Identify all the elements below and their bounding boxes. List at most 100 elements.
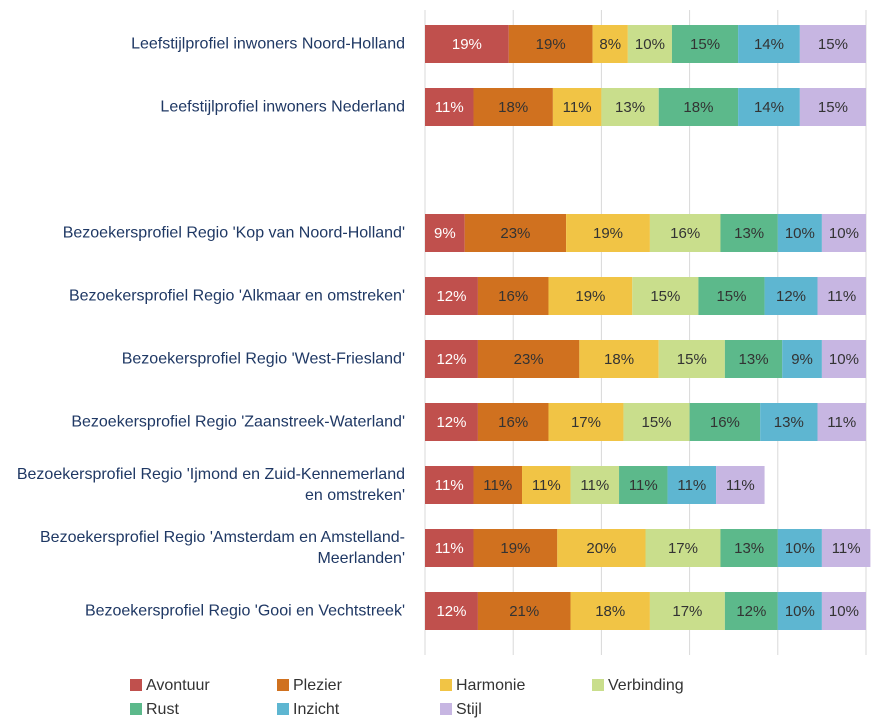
data-label: 17% bbox=[672, 603, 702, 620]
data-label: 11% bbox=[563, 99, 592, 116]
bar-segment bbox=[473, 88, 553, 126]
legend-label: Stijl bbox=[456, 701, 482, 718]
data-label: 17% bbox=[668, 540, 698, 557]
data-label: 9% bbox=[791, 351, 813, 368]
legend-label: Verbinding bbox=[608, 677, 684, 694]
legend-label: Inzicht bbox=[293, 701, 340, 718]
data-label: 18% bbox=[683, 99, 713, 116]
bar-segment bbox=[671, 25, 739, 63]
bar-segment bbox=[425, 277, 478, 315]
category-label: Leefstijlprofiel inwoners Noord-Holland bbox=[131, 35, 405, 53]
data-label: 10% bbox=[785, 540, 815, 557]
bar-segment bbox=[592, 25, 628, 63]
data-label: 11% bbox=[827, 288, 856, 305]
data-label: 13% bbox=[774, 414, 804, 431]
data-label: 19% bbox=[593, 225, 623, 242]
data-label: 11% bbox=[435, 99, 464, 116]
bar-segment bbox=[724, 592, 778, 630]
legend-swatch bbox=[592, 679, 604, 691]
bar-segment bbox=[777, 592, 822, 630]
data-label: 19% bbox=[452, 36, 482, 53]
bar-segment bbox=[473, 466, 523, 504]
data-label: 18% bbox=[498, 99, 528, 116]
data-label: 15% bbox=[818, 99, 848, 116]
data-label: 12% bbox=[436, 351, 466, 368]
legend-label: Harmonie bbox=[456, 677, 525, 694]
data-label: 13% bbox=[734, 540, 764, 557]
legend-swatch bbox=[277, 703, 289, 715]
bar-segment bbox=[548, 277, 633, 315]
bar-segment bbox=[738, 88, 800, 126]
bar-segment bbox=[425, 25, 509, 63]
bar-segment bbox=[570, 466, 620, 504]
bar-segment bbox=[464, 214, 567, 252]
data-label: 11% bbox=[435, 477, 464, 494]
data-label: 12% bbox=[776, 288, 806, 305]
data-label: 19% bbox=[575, 288, 605, 305]
bar-segment bbox=[649, 592, 725, 630]
bar-segment bbox=[645, 529, 721, 567]
data-label: 19% bbox=[536, 36, 566, 53]
bar-segment bbox=[632, 277, 699, 315]
bar-segment bbox=[689, 403, 761, 441]
bar-segment bbox=[552, 88, 602, 126]
data-label: 12% bbox=[436, 288, 466, 305]
bar-segment bbox=[724, 340, 783, 378]
bar-segment bbox=[698, 277, 765, 315]
data-label: 13% bbox=[739, 351, 769, 368]
bar-segment bbox=[764, 277, 818, 315]
bar-segment bbox=[623, 403, 690, 441]
bar-segment bbox=[821, 529, 871, 567]
data-label: 11% bbox=[832, 540, 861, 557]
bar-segment bbox=[760, 403, 818, 441]
data-label: 10% bbox=[785, 225, 815, 242]
bar-segment bbox=[817, 277, 866, 315]
data-label: 15% bbox=[690, 36, 720, 53]
bar-segment bbox=[570, 592, 650, 630]
data-label: 23% bbox=[514, 351, 544, 368]
data-label: 12% bbox=[436, 603, 466, 620]
bar-segment bbox=[799, 25, 866, 63]
bar-segment bbox=[821, 340, 866, 378]
bar-segment bbox=[557, 529, 646, 567]
bar-segment bbox=[601, 88, 659, 126]
bar-segment bbox=[738, 25, 800, 63]
data-label: 11% bbox=[677, 477, 706, 494]
bar-segment bbox=[548, 403, 624, 441]
category-label: Leefstijlprofiel inwoners Nederland bbox=[160, 98, 405, 116]
data-label: 9% bbox=[434, 225, 456, 242]
legend-label: Rust bbox=[146, 701, 179, 718]
category-label: Bezoekersprofiel Regio 'Amsterdam en Ams… bbox=[40, 529, 405, 567]
category-label: Bezoekersprofiel Regio 'Zaanstreek-Water… bbox=[71, 413, 405, 431]
bar-segment bbox=[716, 466, 765, 504]
data-label: 20% bbox=[586, 540, 616, 557]
data-label: 15% bbox=[642, 414, 672, 431]
bar-segment bbox=[425, 466, 474, 504]
bar-segment bbox=[473, 529, 558, 567]
legend-swatch bbox=[130, 703, 142, 715]
bar-segment bbox=[579, 340, 659, 378]
data-label: 16% bbox=[498, 288, 528, 305]
category-label: Bezoekersprofiel Regio 'Alkmaar en omstr… bbox=[68, 287, 405, 305]
data-label: 11% bbox=[629, 477, 658, 494]
bar-segment bbox=[477, 592, 571, 630]
data-label: 18% bbox=[595, 603, 625, 620]
bar-segment bbox=[667, 466, 717, 504]
bar-segment bbox=[566, 214, 650, 252]
legend-label: Plezier bbox=[293, 677, 343, 694]
bar-segment bbox=[777, 214, 822, 252]
bar-segment bbox=[425, 88, 474, 126]
data-label: 16% bbox=[710, 414, 740, 431]
data-label: 10% bbox=[829, 351, 859, 368]
data-label: 13% bbox=[615, 99, 645, 116]
data-label: 16% bbox=[498, 414, 528, 431]
bar-segment bbox=[508, 25, 593, 63]
bar-segment bbox=[425, 529, 474, 567]
data-label: 14% bbox=[754, 99, 784, 116]
bar-segment bbox=[425, 340, 478, 378]
bar-segment bbox=[627, 25, 672, 63]
bar-segment bbox=[799, 88, 866, 126]
data-label: 18% bbox=[604, 351, 634, 368]
legend-label: Avontuur bbox=[146, 677, 210, 694]
